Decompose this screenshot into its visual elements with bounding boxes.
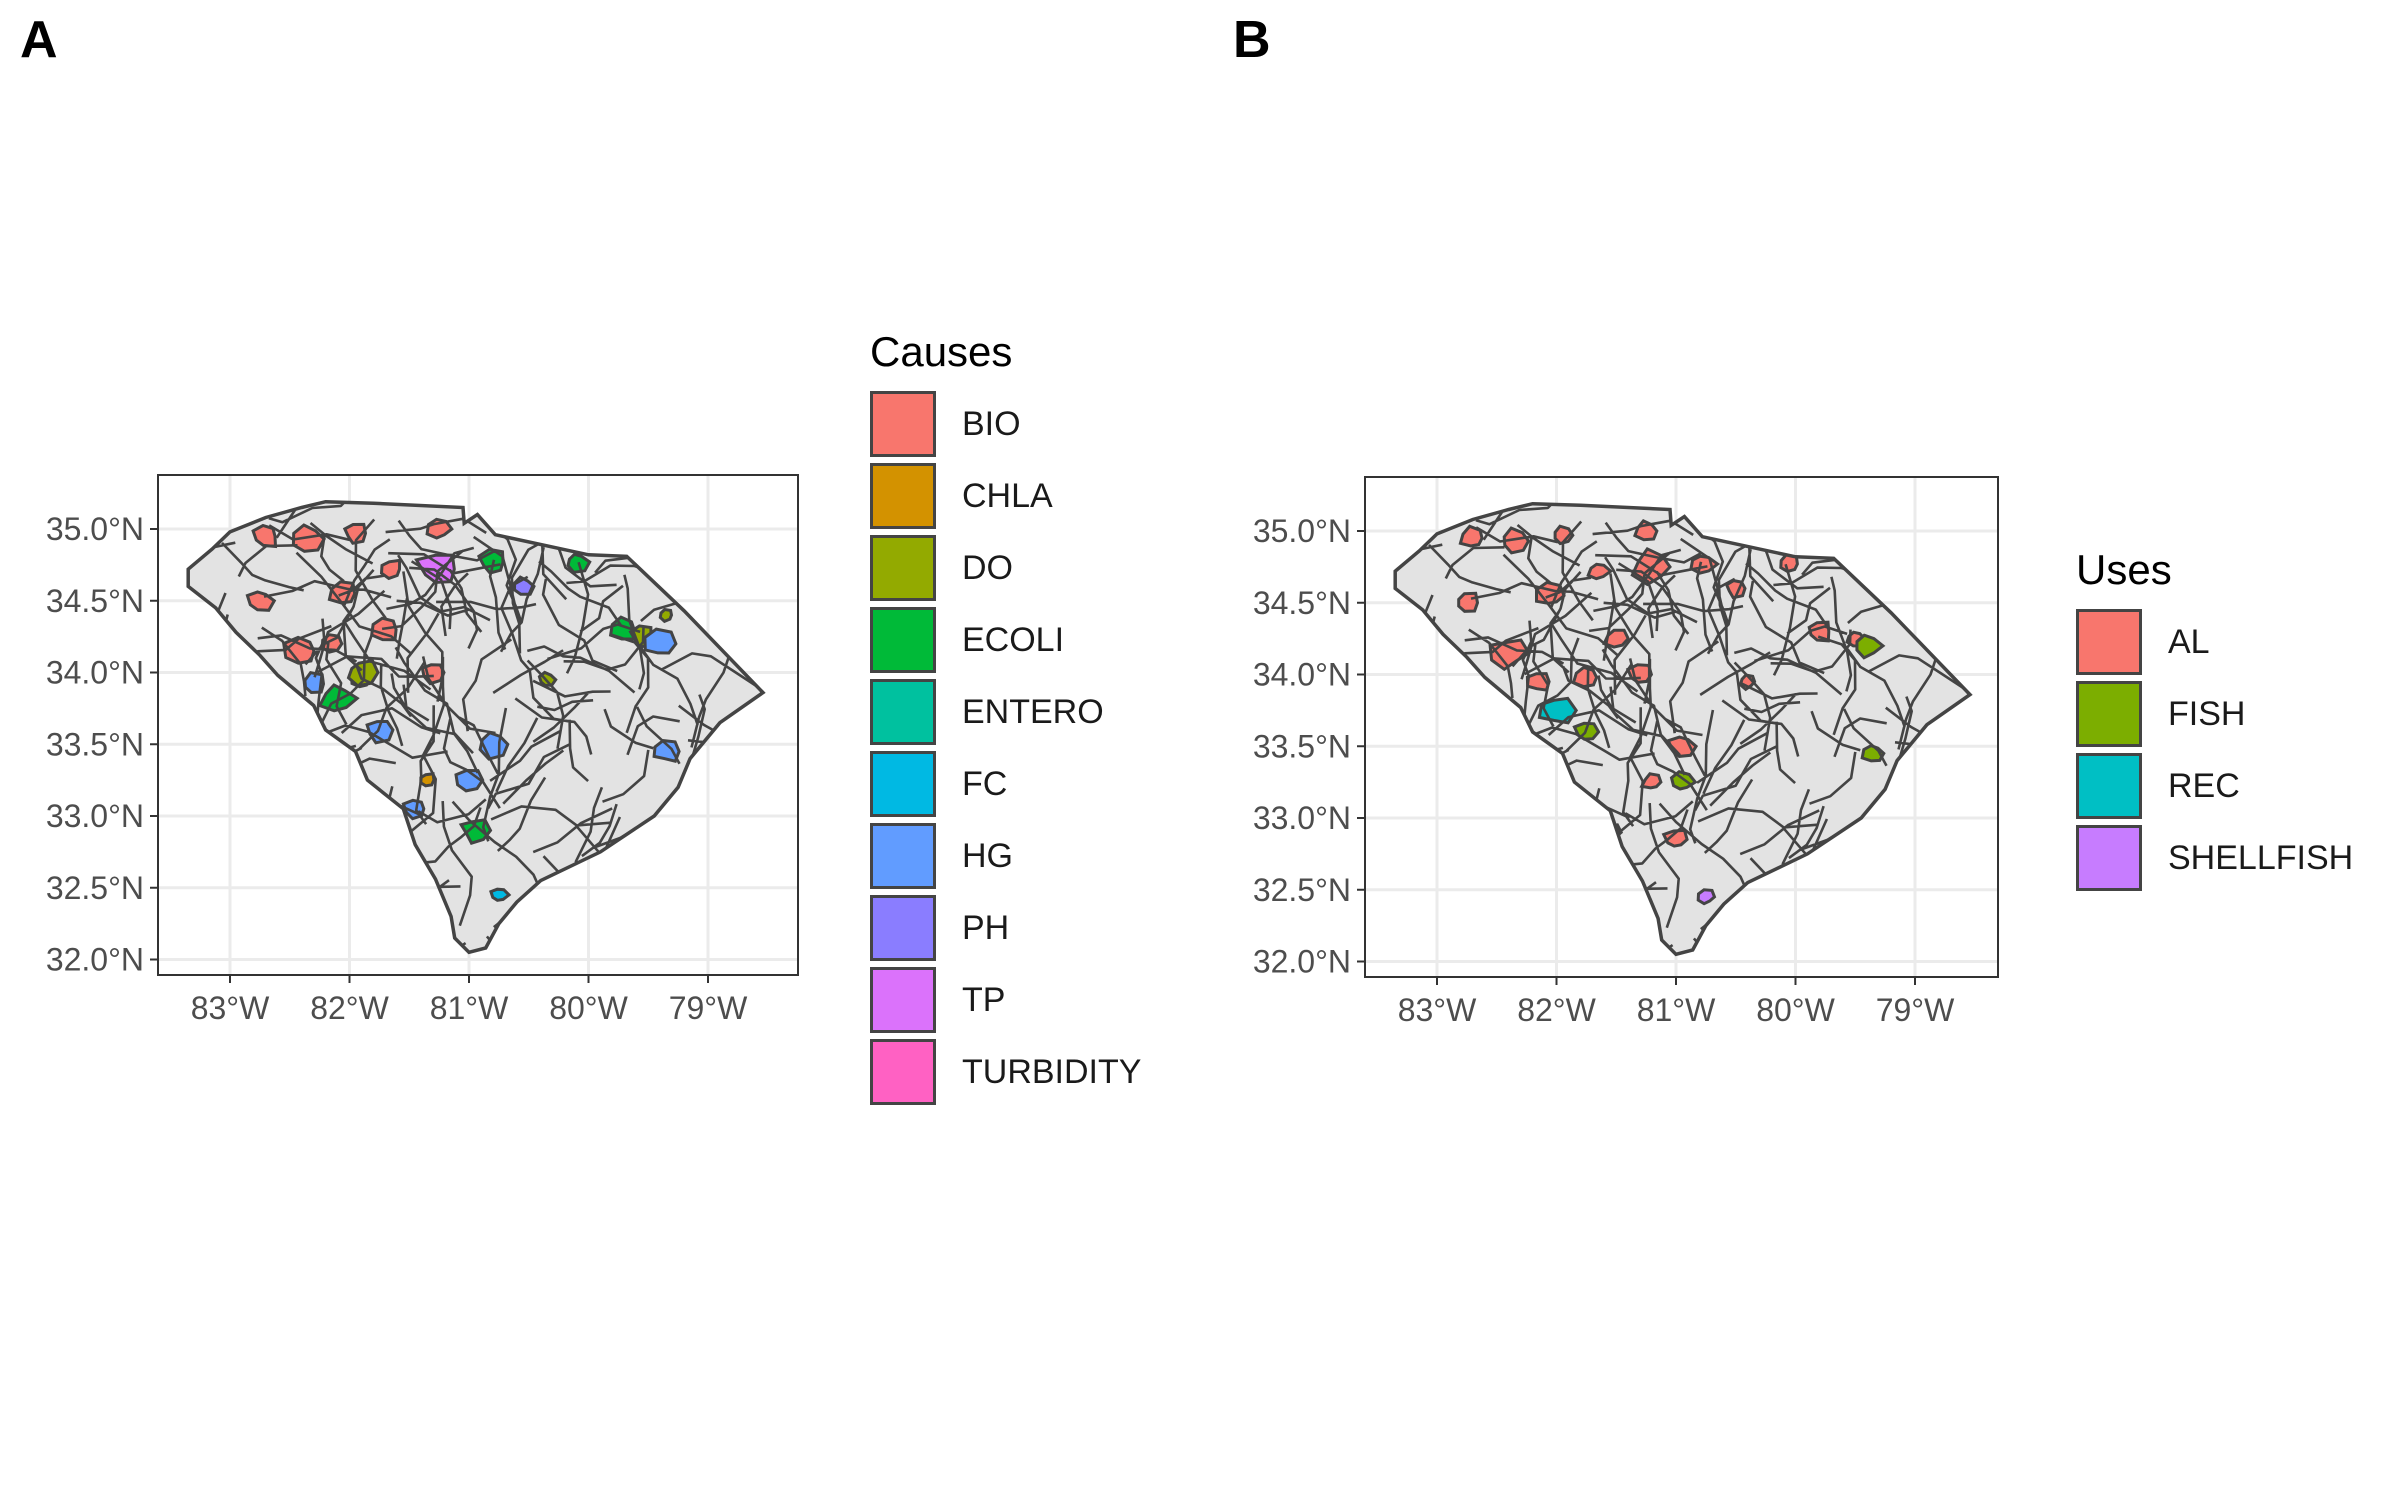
map-b-watershed-fish (1855, 633, 1886, 660)
map-a-watershed-hg (643, 627, 678, 655)
map-b-panel-border (1364, 476, 1999, 978)
map-b-x-tick-label: 80°W (1756, 992, 1835, 1028)
causes-legend-item-bio: BIO (870, 388, 1141, 460)
uses-legend-label: FISH (2168, 694, 2246, 733)
causes-legend-item-turbidity: TURBIDITY (870, 1036, 1141, 1108)
legend-uses: Uses AL FISH REC SHELLFISH (2076, 546, 2353, 894)
map-b-watershed-al (1457, 591, 1480, 613)
causes-legend-label: FC (962, 764, 1008, 803)
map-b-y-tick-label: 33.5°N (1253, 728, 1351, 764)
map-a-highlighted-watersheds (245, 517, 681, 902)
causes-legend-swatch (870, 967, 936, 1033)
map-b-y-tick-label: 34.0°N (1253, 657, 1351, 693)
causes-legend-swatch (870, 823, 936, 889)
map-a-y-tick-label: 32.0°N (46, 942, 144, 978)
causes-legend-item-ecoli: ECOLI (870, 604, 1141, 676)
map-a-x-tick-label: 83°W (191, 990, 270, 1026)
legend-title-causes: Causes (870, 328, 1013, 375)
map-a-y-tick-label: 34.5°N (46, 583, 144, 619)
causes-legend-item-chla: CHLA (870, 460, 1141, 532)
map-b-y-tick-label: 32.0°N (1253, 944, 1351, 980)
causes-legend-item-entero: ENTERO (870, 676, 1141, 748)
uses-legend-swatch (2076, 609, 2142, 675)
uses-legend-label: REC (2168, 766, 2240, 805)
map-b-watershed-shellfish (1696, 888, 1717, 906)
map-a-y-tick-label: 35.0°N (46, 511, 144, 547)
causes-legend-label: BIO (962, 404, 1021, 443)
map-b-state-outline (1393, 501, 1973, 957)
map-b-y-tick-label: 33.0°N (1253, 800, 1351, 836)
causes-legend-label: CHLA (962, 476, 1053, 515)
map-b-watershed-al (1586, 562, 1614, 581)
map-b-watershed-al (1571, 665, 1599, 689)
map-panel-b: 35.0°N 34.5°N 34.0°N 33.5°N 33.0°N 32.5°N 32.0… (1253, 476, 1999, 1028)
map-b-y-tick-label: 35.0°N (1253, 513, 1351, 549)
causes-legend-swatch (870, 391, 936, 457)
causes-legend-label: HG (962, 836, 1013, 875)
panel-label-a: A (20, 11, 58, 69)
map-a-watershed-fc (489, 887, 512, 902)
map-b-x-tick-label: 82°W (1517, 992, 1596, 1028)
map-a-y-tick-label: 33.0°N (46, 798, 144, 834)
uses-legend-swatch (2076, 681, 2142, 747)
causes-legend-item-ph: PH (870, 892, 1141, 964)
causes-legend-swatch (870, 607, 936, 673)
map-a-state-outline (186, 499, 766, 955)
map-b-x-tick-label: 83°W (1398, 992, 1477, 1028)
causes-legend-swatch (870, 1039, 936, 1105)
uses-legend-item-fish: FISH (2076, 678, 2353, 750)
causes-legend-label: ENTERO (962, 692, 1104, 731)
map-a-x-tick-label: 80°W (549, 990, 628, 1026)
map-b-x-tick-label: 81°W (1637, 992, 1716, 1028)
causes-legend-item-hg: HG (870, 820, 1141, 892)
causes-legend-swatch (870, 535, 936, 601)
map-b-watershed-al (1661, 828, 1689, 848)
uses-legend-item-shellfish: SHELLFISH (2076, 822, 2353, 894)
map-a-watershed-bio (379, 558, 402, 581)
map-a-panel-border (157, 474, 799, 976)
map-a-watershed-hg (365, 719, 395, 745)
causes-legend-label: ECOLI (962, 620, 1065, 659)
causes-legend-item-fc: FC (870, 748, 1141, 820)
map-b-y-tick-label: 32.5°N (1253, 872, 1351, 908)
map-a-watershed-bio (342, 522, 368, 545)
causes-legend-swatch (870, 679, 936, 745)
causes-legend-swatch (870, 751, 936, 817)
map-b-watershed-al (1553, 524, 1575, 546)
causes-legend-label: TP (962, 980, 1006, 1019)
map-panel-a: 35.0°N 34.5°N 34.0°N 33.5°N 33.0°N 32.5°N 32.0… (46, 474, 799, 1026)
map-a-y-tick-label: 34.0°N (46, 655, 144, 691)
map-a-y-tick-label: 33.5°N (46, 726, 144, 762)
map-a-y-tick-label: 32.5°N (46, 870, 144, 906)
map-a-watershed-do (658, 607, 674, 624)
causes-legend-swatch (870, 895, 936, 961)
uses-legend-item-rec: REC (2076, 750, 2353, 822)
causes-legend-item-tp: TP (870, 964, 1141, 1036)
uses-legend-label: SHELLFISH (2168, 838, 2354, 877)
map-a-x-tick-label: 79°W (669, 990, 748, 1026)
uses-legend-swatch (2076, 753, 2142, 819)
causes-legend-label: PH (962, 908, 1010, 947)
uses-legend-swatch (2076, 825, 2142, 891)
causes-legend-label: DO (962, 548, 1013, 587)
map-a-x-tick-label: 81°W (430, 990, 509, 1026)
causes-legend-swatch (870, 463, 936, 529)
causes-legend-item-do: DO (870, 532, 1141, 604)
panel-label-b: B (1233, 11, 1271, 69)
map-a-watershed-hg (652, 738, 681, 763)
causes-legend-label: TURBIDITY (962, 1052, 1142, 1091)
map-b-y-tick-label: 34.5°N (1253, 585, 1351, 621)
map-b-x-tick-label: 79°W (1876, 992, 1955, 1028)
uses-legend-label: AL (2168, 622, 2210, 661)
legend-title-uses: Uses (2076, 546, 2172, 593)
map-a-watershed-chla (419, 772, 436, 788)
uses-legend-item-al: AL (2076, 606, 2353, 678)
legend-causes: Causes BIO CHLA DO ECOLI ENTERO FC HG PH TP TURBI… (870, 328, 1141, 1108)
map-a-x-tick-label: 82°W (310, 990, 389, 1026)
